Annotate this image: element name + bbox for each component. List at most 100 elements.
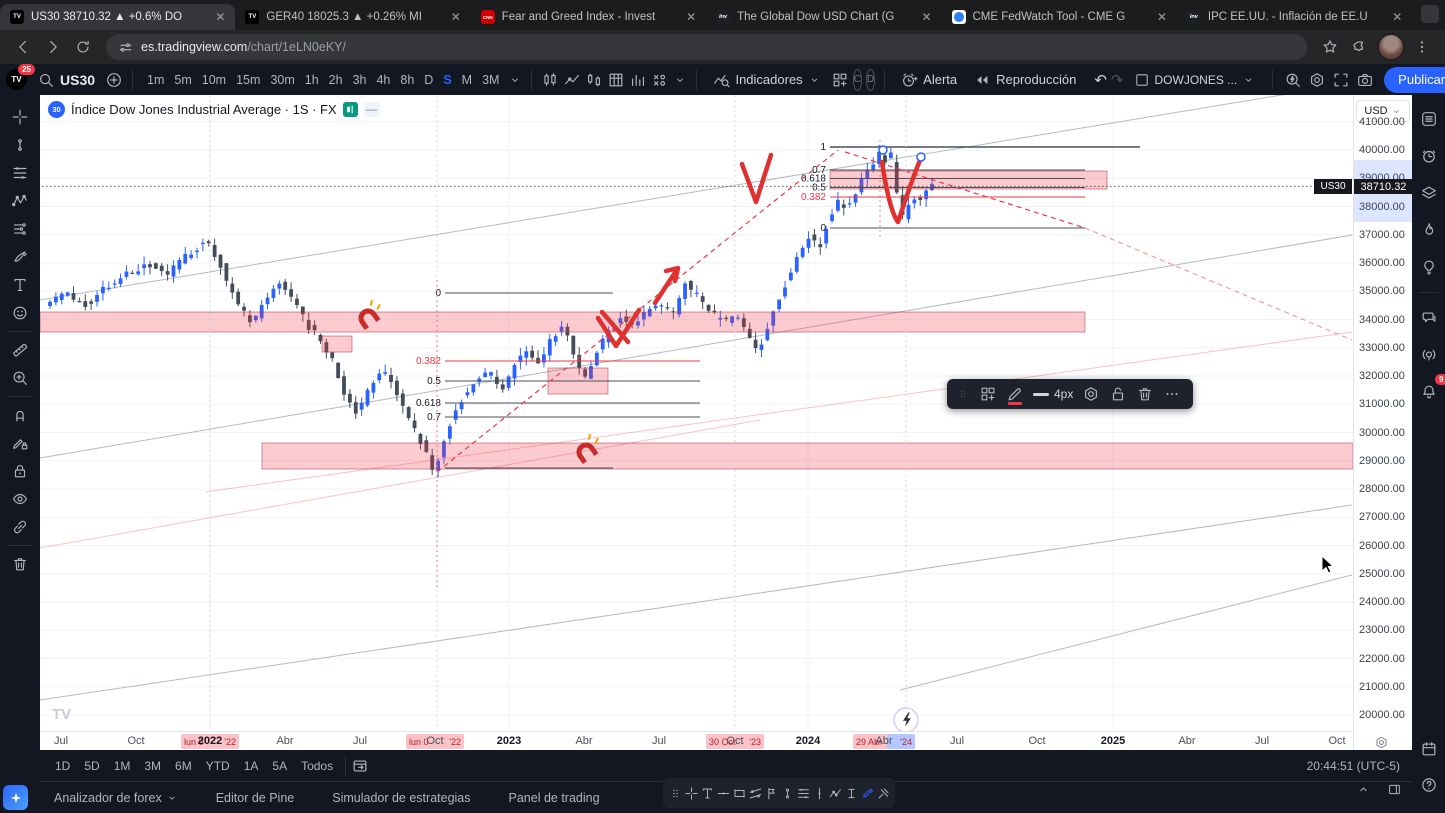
help-icon[interactable] xyxy=(1420,776,1438,794)
add-symbol-icon[interactable] xyxy=(105,71,123,89)
quick-search-icon[interactable] xyxy=(1284,71,1302,89)
fav-brush-icon[interactable] xyxy=(860,786,875,801)
prediction-tool[interactable] xyxy=(3,215,37,243)
fav-trendline-icon[interactable] xyxy=(780,786,795,801)
fav-polyline-icon[interactable] xyxy=(828,786,843,801)
pattern-tool[interactable] xyxy=(3,187,37,215)
undo-icon[interactable]: ↶ xyxy=(1094,71,1107,89)
timeframe-1m[interactable]: 1m xyxy=(147,72,165,87)
lock-drawings-tool[interactable] xyxy=(3,457,37,485)
timeframe-4h[interactable]: 4h xyxy=(376,72,391,87)
site-info-icon[interactable] xyxy=(118,40,133,55)
sidebar-object-tree-button[interactable] xyxy=(1415,179,1443,207)
browser-tab[interactable]: CNN Fear and Greed Index - Invest ✕ xyxy=(471,4,706,30)
drawing-mode-tool[interactable] xyxy=(3,429,37,457)
fav-fib-icon[interactable] xyxy=(796,786,811,801)
range-1A[interactable]: 1A xyxy=(243,758,259,773)
price-axis[interactable]: USD 41000.0040000.0039000.0038000.003700… xyxy=(1353,95,1413,750)
range-5A[interactable]: 5A xyxy=(272,758,288,773)
timeframe-3M[interactable]: 3M xyxy=(482,72,500,87)
go-to-date-icon[interactable] xyxy=(351,757,369,775)
timeframe-3h[interactable]: 3h xyxy=(352,72,367,87)
indicator-templates-icon[interactable] xyxy=(831,71,849,89)
sidebar-hotlists-button[interactable] xyxy=(1415,216,1443,244)
browser-tab[interactable]: CME FedWatch Tool - CME G ✕ xyxy=(942,4,1177,30)
line-width-button[interactable]: 4px xyxy=(1033,387,1073,401)
measure-tool[interactable] xyxy=(3,336,37,364)
sidebar-alerts-button[interactable] xyxy=(1415,142,1443,170)
layout-select-button[interactable]: DOWJONES ... xyxy=(1128,67,1262,93)
alert-button[interactable]: Alerta xyxy=(894,67,963,93)
indicators-button[interactable]: Indicadores xyxy=(706,67,826,93)
trendline-tool[interactable] xyxy=(3,131,37,159)
range-6M[interactable]: 6M xyxy=(175,758,192,773)
bottom-tab-1[interactable]: Editor de Pine xyxy=(215,790,295,805)
timeframe-S[interactable]: S xyxy=(443,72,452,87)
candle-countdown-icon[interactable]: C xyxy=(852,68,862,91)
sidebar-notifications-button[interactable]: 9 xyxy=(1415,374,1445,406)
timeframe-1h[interactable]: 1h xyxy=(304,72,319,87)
fav-rectangle-icon[interactable] xyxy=(732,786,747,801)
fav-vertical-line-icon[interactable] xyxy=(812,786,827,801)
zoom-in-tool[interactable] xyxy=(3,364,37,392)
range-5D[interactable]: 5D xyxy=(84,758,100,773)
fullscreen-icon[interactable] xyxy=(1332,71,1350,89)
browser-tab[interactable]: TV US30 38710.32 ▲ +0.6% DO ✕ xyxy=(0,4,236,30)
timeframe-10m[interactable]: 10m xyxy=(201,72,227,87)
drawing-settings-toolbar[interactable]: 4px xyxy=(947,379,1193,409)
sidebar-chat-button[interactable] xyxy=(1415,304,1443,332)
brush-tool[interactable] xyxy=(3,243,37,271)
crosshair-tool[interactable] xyxy=(3,103,37,131)
timezone-gear-icon[interactable] xyxy=(1374,735,1389,750)
data-window-icon[interactable]: D xyxy=(865,68,876,91)
snapshot-camera-icon[interactable] xyxy=(1356,71,1374,89)
fav-horizontal-line-icon[interactable] xyxy=(716,786,731,801)
replay-button[interactable]: Reproducción xyxy=(967,67,1082,93)
unlock-icon[interactable] xyxy=(1109,385,1127,403)
reload-icon[interactable] xyxy=(70,34,96,60)
bottom-tab-2[interactable]: Simulador de estrategias xyxy=(332,790,471,805)
sidebar-watchlist-button[interactable] xyxy=(1415,105,1443,133)
timeframe-2h[interactable]: 2h xyxy=(328,72,343,87)
browser-menu-kebab-icon[interactable] xyxy=(1409,34,1435,60)
trash-icon[interactable] xyxy=(1136,385,1154,403)
drag-handle-icon[interactable] xyxy=(956,385,970,403)
pencil-color-icon[interactable] xyxy=(1006,385,1024,405)
chart-style-table-icon[interactable] xyxy=(607,71,625,89)
fav-channel-icon[interactable] xyxy=(748,786,763,801)
template-icon[interactable] xyxy=(979,385,997,403)
chart-style-chevron-icon[interactable] xyxy=(673,71,687,89)
bookmark-star-icon[interactable] xyxy=(1317,34,1343,60)
drawing-gear-icon[interactable] xyxy=(1082,385,1100,403)
currency-dropdown[interactable]: USD xyxy=(1356,100,1410,122)
chart-area[interactable]: 0 0.382 0.5 0.618 0.7 1 0.7 0.618 0.5 0.382 0 TV xyxy=(39,91,1354,733)
bottom-tab-3[interactable]: Panel de trading xyxy=(508,790,600,805)
tab-search-chevron-icon[interactable] xyxy=(1421,5,1439,23)
chart-style-candles-icon[interactable] xyxy=(541,71,559,89)
browser-tab[interactable]: Inv The Global Dow USD Chart (G ✕ xyxy=(706,4,941,30)
timeframe-D[interactable]: D xyxy=(424,72,434,87)
timeframe-15m[interactable]: 15m xyxy=(236,72,261,87)
back-icon[interactable] xyxy=(10,34,36,60)
extensions-puzzle-icon[interactable] xyxy=(1347,34,1373,60)
fav-flag-icon[interactable] xyxy=(764,786,779,801)
timeframe-chevron-icon[interactable] xyxy=(508,71,522,89)
clock-label[interactable]: 20:44:51 (UTC-5) xyxy=(1306,758,1400,773)
sidebar-ideas-button[interactable] xyxy=(1415,253,1443,281)
tab-close-icon[interactable]: ✕ xyxy=(921,10,932,24)
fav-crosshair-icon[interactable] xyxy=(684,786,699,801)
sparkle-extension-icon[interactable] xyxy=(3,785,28,810)
range-1D[interactable]: 1D xyxy=(55,758,71,773)
remove-drawings-tool[interactable] xyxy=(3,550,37,578)
more-options-icon[interactable] xyxy=(1163,385,1181,403)
drag-handle-icon[interactable] xyxy=(668,786,683,801)
range-Todos[interactable]: Todos xyxy=(301,758,334,773)
timeframe-M[interactable]: M xyxy=(461,72,473,87)
range-1M[interactable]: 1M xyxy=(113,758,131,773)
browser-tab[interactable]: Inv IPC EE.UU. - Inflación de EE.U ✕ xyxy=(1177,4,1412,30)
calendar-icon[interactable] xyxy=(1420,740,1438,758)
sidebar-minds-button[interactable] xyxy=(1415,341,1443,369)
url-bar[interactable]: es.tradingview.com /chart/1eLN0eKY/ xyxy=(106,34,1307,60)
redo-icon[interactable]: ↷ xyxy=(1110,71,1124,89)
